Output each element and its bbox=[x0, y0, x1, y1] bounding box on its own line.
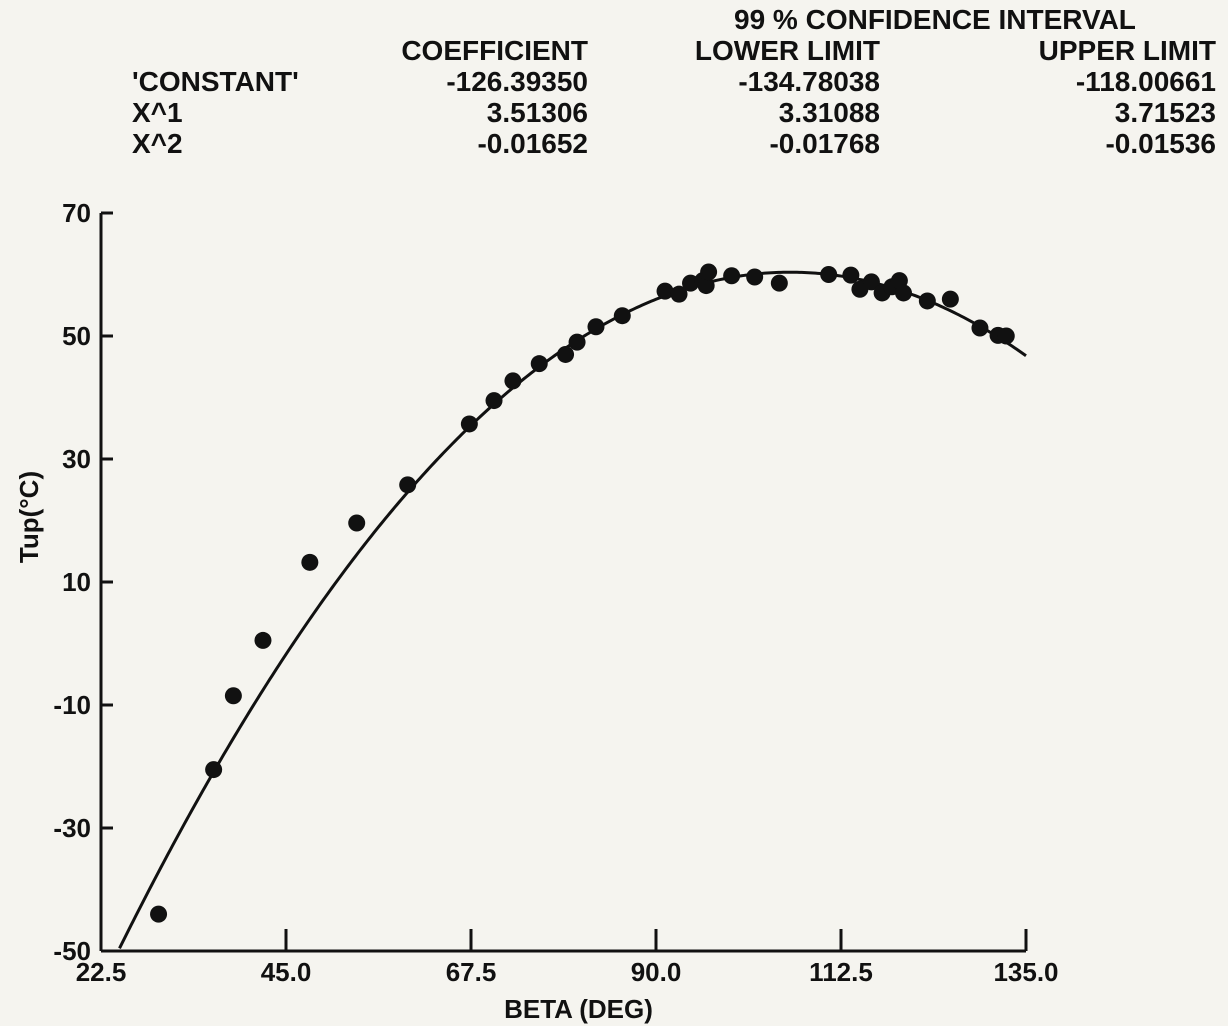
row-constant-coefficient: -126.39350 bbox=[446, 66, 588, 97]
row-x1-lower: 3.31088 bbox=[778, 97, 880, 128]
data-point bbox=[700, 263, 718, 281]
data-point bbox=[254, 631, 272, 649]
data-point bbox=[485, 392, 503, 410]
y-tick-label: -30 bbox=[53, 813, 91, 843]
y-tick-label: 10 bbox=[62, 567, 91, 597]
data-point bbox=[820, 266, 838, 283]
column-header-upper-limit: UPPER LIMIT bbox=[1038, 35, 1216, 66]
column-header-coefficient: COEFFICIENT bbox=[401, 35, 588, 66]
data-point bbox=[941, 290, 959, 308]
x-axis-title: BETA (DEG) bbox=[504, 994, 653, 1024]
data-points bbox=[150, 263, 1015, 923]
table-group-header: 99 % CONFIDENCE INTERVAL bbox=[734, 4, 1136, 35]
data-point bbox=[656, 282, 674, 300]
data-point bbox=[504, 372, 522, 390]
data-point bbox=[568, 333, 586, 351]
row-constant-upper: -118.00661 bbox=[1075, 66, 1216, 97]
row-x1-coefficient: 3.51306 bbox=[486, 97, 588, 128]
data-point bbox=[399, 476, 417, 494]
data-point bbox=[697, 277, 715, 295]
y-tick-label: 30 bbox=[62, 444, 91, 474]
data-point bbox=[670, 285, 688, 303]
data-point bbox=[587, 318, 605, 336]
y-tick-label: -10 bbox=[53, 690, 91, 720]
x-tick-label: 67.5 bbox=[446, 957, 497, 987]
y-tick-label: -50 bbox=[53, 936, 91, 966]
data-point bbox=[205, 761, 223, 779]
data-point bbox=[997, 327, 1015, 345]
x-tick-label: 90.0 bbox=[631, 957, 682, 987]
data-point bbox=[460, 415, 478, 433]
row-x2-lower: -0.01768 bbox=[769, 128, 880, 159]
row-term-constant: 'CONSTANT' bbox=[132, 66, 299, 97]
data-point bbox=[224, 687, 242, 705]
y-axis-title: Tup(°C) bbox=[14, 471, 44, 563]
data-point bbox=[557, 345, 575, 363]
data-point bbox=[770, 274, 788, 292]
row-x1-upper: 3.71523 bbox=[1114, 97, 1216, 128]
x-tick-label: 135.0 bbox=[993, 957, 1058, 987]
data-point bbox=[746, 268, 764, 286]
data-point bbox=[894, 284, 912, 302]
fit-curve bbox=[118, 270, 1027, 949]
row-term-x1: X^1 bbox=[132, 97, 183, 128]
data-point bbox=[301, 553, 319, 571]
y-tick-label: 50 bbox=[62, 321, 91, 351]
x-tick-label: 112.5 bbox=[809, 957, 873, 987]
row-term-x2: X^2 bbox=[132, 128, 183, 159]
column-header-lower-limit: LOWER LIMIT bbox=[694, 35, 880, 66]
x-tick-label: 45.0 bbox=[261, 957, 312, 987]
data-point bbox=[530, 355, 548, 373]
row-x2-upper: -0.01536 bbox=[1105, 128, 1216, 159]
data-point bbox=[613, 307, 631, 325]
data-point bbox=[918, 292, 936, 310]
y-tick-label: 70 bbox=[62, 198, 91, 228]
x-tick-label: 22.5 bbox=[76, 957, 127, 987]
data-point bbox=[723, 267, 741, 285]
data-point bbox=[862, 273, 880, 291]
row-x2-coefficient: -0.01652 bbox=[477, 128, 588, 159]
data-point bbox=[971, 319, 989, 337]
data-point bbox=[348, 514, 366, 532]
row-constant-lower: -134.78038 bbox=[738, 66, 880, 97]
data-point bbox=[842, 266, 860, 284]
data-point bbox=[150, 905, 168, 923]
